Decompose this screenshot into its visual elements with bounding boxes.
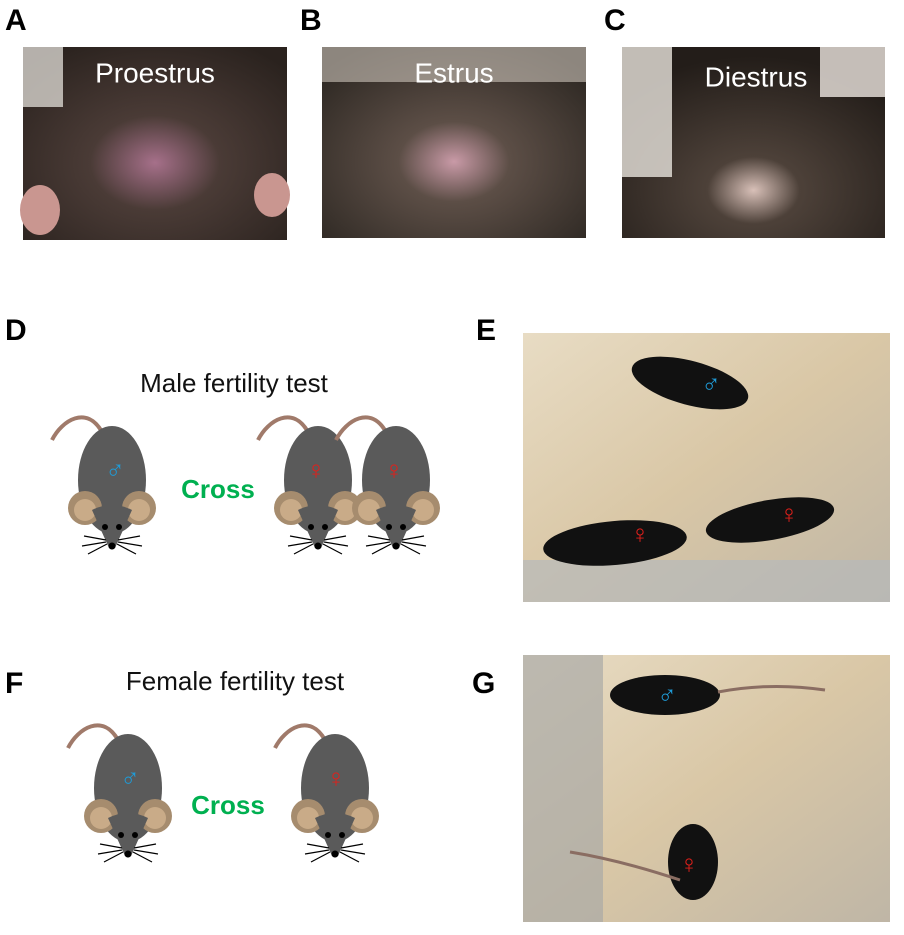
- male-symbol: ♂: [105, 455, 125, 485]
- panel-letter: C: [604, 4, 626, 37]
- diagram-title: Female fertility test: [126, 666, 345, 696]
- photo-detail: [20, 185, 60, 235]
- female-symbol: ♀: [679, 849, 699, 879]
- panel-letter: B: [300, 4, 322, 37]
- male-symbol: ♂: [657, 680, 677, 710]
- diagram-title: Male fertility test: [140, 368, 329, 398]
- cross-label: Cross: [181, 474, 255, 504]
- female-symbol: ♀: [306, 455, 326, 485]
- female-symbol: ♀: [326, 763, 346, 793]
- photo-detail: [622, 47, 672, 177]
- photo-detail: [523, 655, 603, 922]
- mouse-icon: [50, 415, 158, 556]
- photo-mouse: [705, 497, 835, 543]
- male-symbol: ♂: [120, 763, 140, 793]
- photo-detail: [717, 684, 826, 694]
- photo-detail: [23, 47, 63, 107]
- mouse-icon: [273, 723, 381, 864]
- photo-mouse: [610, 675, 720, 715]
- female-symbol: ♀: [630, 519, 650, 549]
- female-symbol: ♀: [384, 455, 404, 485]
- panel-letter: D: [5, 314, 27, 347]
- panel-letter: G: [472, 667, 495, 700]
- photo-detail: [523, 560, 890, 602]
- mouse-icon: [66, 723, 174, 864]
- photo-mouse: [631, 356, 749, 410]
- photo-detail: [254, 173, 290, 217]
- panel-letter: F: [5, 667, 23, 700]
- female-symbol: ♀: [779, 499, 799, 529]
- photo-detail: [569, 850, 681, 882]
- photo-mouse: [668, 824, 718, 900]
- photo: [23, 47, 287, 240]
- photo-detail: [322, 47, 586, 82]
- panel-letter: A: [5, 4, 27, 37]
- mouse-icon: [256, 415, 364, 556]
- male-symbol: ♂: [701, 369, 721, 399]
- photo-label: Estrus: [414, 57, 493, 88]
- photo-label: Diestrus: [705, 61, 808, 92]
- photo-detail: [820, 47, 885, 97]
- photo-label: Proestrus: [95, 57, 215, 88]
- panel-letter: E: [476, 314, 496, 347]
- cross-label: Cross: [191, 790, 265, 820]
- photo-mouse: [543, 520, 687, 566]
